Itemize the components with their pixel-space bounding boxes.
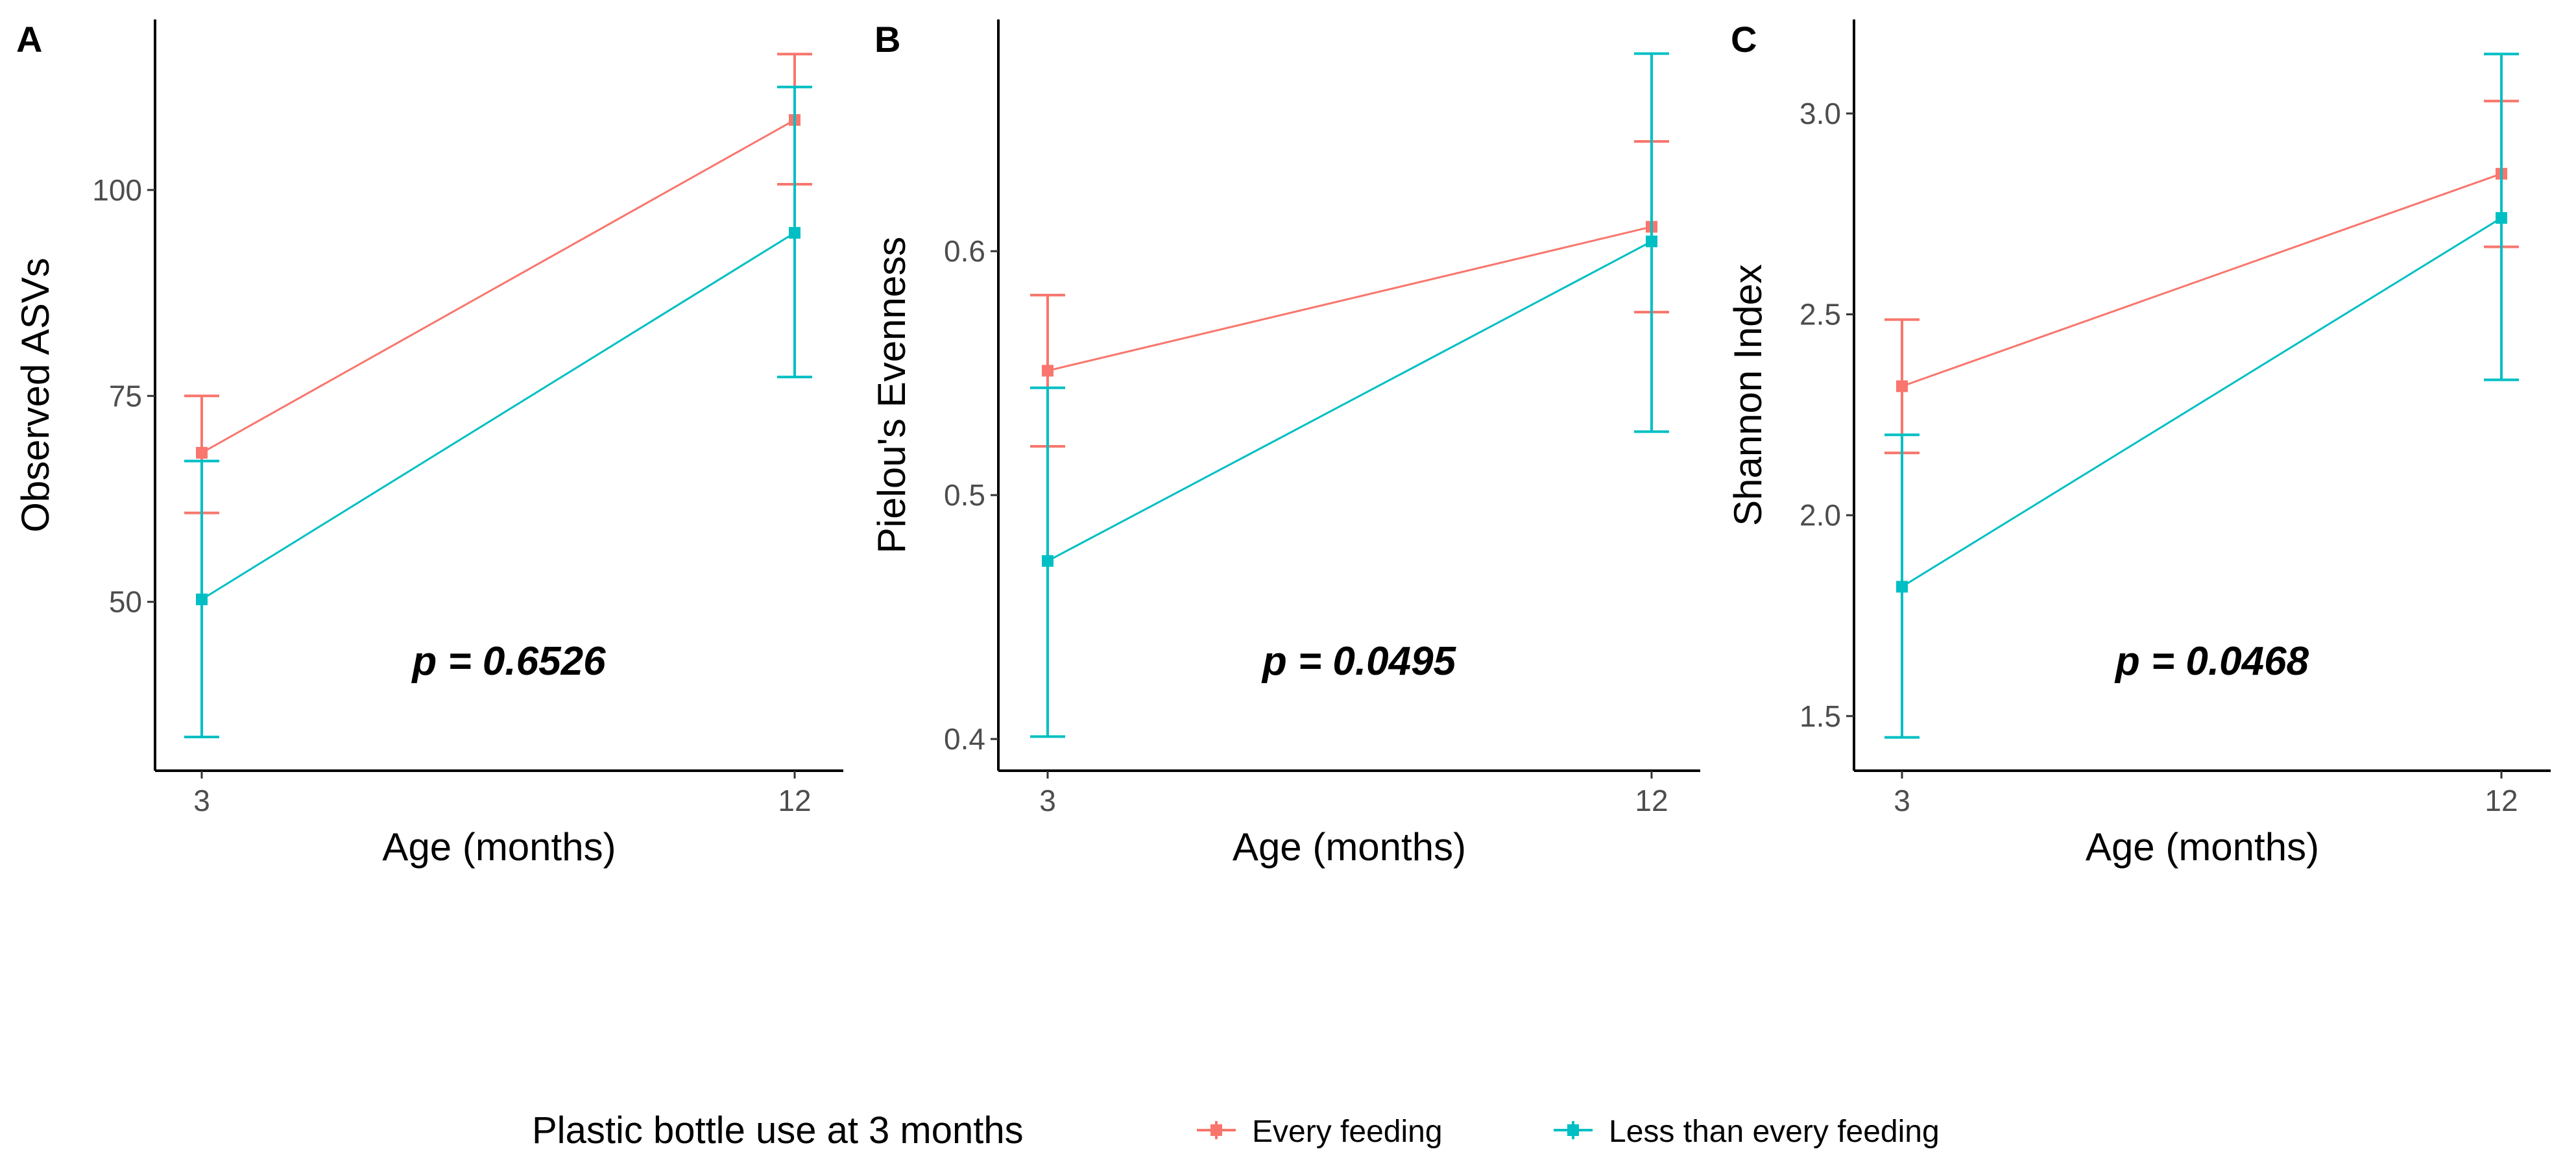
x-tick-label: 12 [2485,784,2518,817]
y-tick-label: 2.5 [1800,298,1841,332]
data-point [1896,581,1908,593]
data-point [196,593,208,605]
data-point [1896,380,1908,392]
legend: Plastic bottle use at 3 months Every fee… [532,1109,1940,1152]
panel-letter: C [1731,19,1757,60]
data-point [789,226,800,239]
panel-letter: A [16,19,42,60]
x-axis-title: Age (months) [1233,825,1466,869]
data-point [1042,555,1053,567]
data-point [1646,235,1657,248]
y-tick-label: 100 [92,173,142,207]
x-axis-title: Age (months) [2086,825,2319,869]
series-every-feeding [1884,99,2519,455]
series-line [1047,226,1652,372]
y-tick-label: 2.0 [1800,498,1841,532]
y-tick-label: 50 [109,585,142,619]
y-tick-label: 0.4 [944,722,985,756]
y-tick-label: 0.5 [944,478,985,512]
y-tick-label: 0.6 [944,234,985,268]
y-axis-title: Pielou's Evenness [870,237,913,553]
panel-c: C 1.5 2.0 2.5 3.0 3 12 Age (months) Shannon Inde… [1726,19,2551,869]
y-axis-title: Shannon Index [1726,264,1770,526]
legend-entry-less-than-every-feeding: Less than every feeding [1554,1115,1940,1149]
legend-title: Plastic bottle use at 3 months [532,1109,1024,1152]
data-point [2496,211,2507,224]
y-tick-label: 1.5 [1800,699,1841,733]
series-line [1901,173,2502,387]
series-less-than-every-feeding [1884,53,2519,739]
x-tick-label: 12 [1635,784,1668,817]
series-every-feeding [184,53,812,514]
legend-label: Every feeding [1252,1115,1443,1149]
x-tick-label: 3 [1894,784,1910,817]
x-tick-label: 12 [778,784,811,817]
p-value-annotation: p = 0.0495 [1261,639,1457,684]
series-line [1901,217,2502,588]
p-value-annotation: p = 0.6526 [411,639,606,684]
data-point [1042,365,1053,377]
series-less-than-every-feeding [1030,52,1669,738]
y-tick-label: 75 [109,379,142,413]
panel-a: A 50 75 100 3 12 Age (months) Observed ASVs p = … [14,19,843,869]
y-axis-title: Observed ASVs [14,258,57,533]
series-line [1047,240,1652,562]
p-value-annotation: p = 0.0468 [2114,639,2309,684]
x-tick-label: 3 [1039,784,1056,817]
series-line [201,119,795,454]
legend-label: Less than every feeding [1609,1115,1940,1149]
panel-letter: B [874,19,900,60]
y-tick-label: 3.0 [1800,97,1841,130]
series-line [201,232,795,601]
data-point [196,446,208,459]
panel-b: B 0.4 0.5 0.6 3 12 Age (months) Pielou's Evenne… [870,19,1700,869]
x-tick-label: 3 [193,784,210,817]
legend-entry-every-feeding: Every feeding [1197,1115,1443,1149]
x-axis-title: Age (months) [382,825,616,869]
series-less-than-every-feeding [184,86,812,738]
